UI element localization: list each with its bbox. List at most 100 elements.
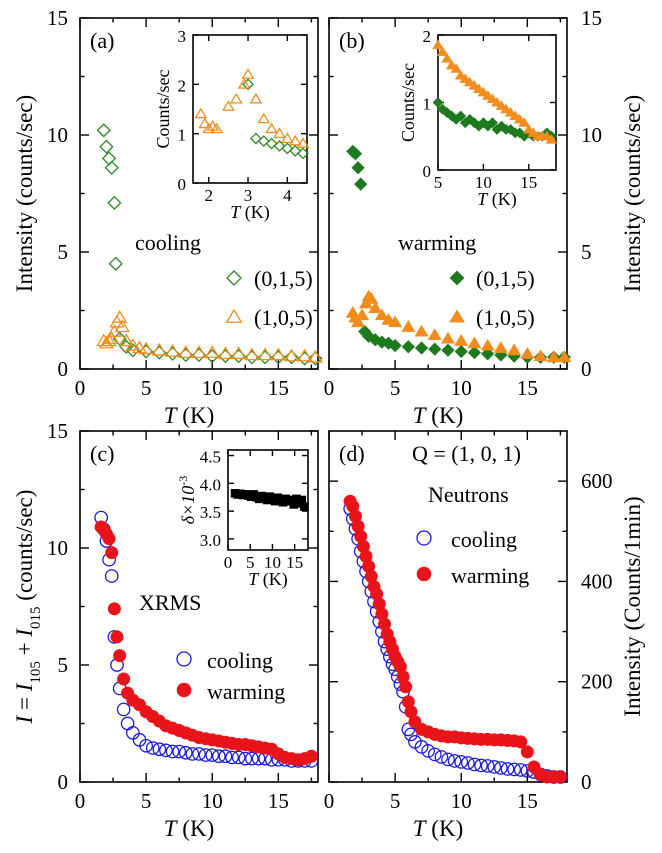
panel-b-xtick-label: 15 bbox=[517, 376, 538, 400]
panel-b-series-1 bbox=[345, 289, 572, 363]
inset-a-ytick-label: 0 bbox=[178, 175, 187, 194]
panel-c-point bbox=[152, 742, 167, 757]
panel-b-ytick-label: 5 bbox=[581, 240, 592, 264]
inset-a-point bbox=[257, 112, 271, 124]
panel-c-point bbox=[113, 649, 127, 663]
y-axis-label: Intensity (counts/sec) bbox=[12, 95, 37, 292]
panel-b-ytick-label: 10 bbox=[581, 123, 602, 147]
panel-d-point bbox=[474, 758, 488, 773]
panel-a-point bbox=[99, 139, 114, 154]
panel-c-point bbox=[116, 702, 131, 717]
panel-d-xtick-label: 5 bbox=[390, 789, 401, 813]
panel-a-point bbox=[231, 346, 247, 360]
legend-title: cooling bbox=[135, 230, 201, 255]
inset-a-point bbox=[257, 135, 270, 147]
inset-a-point bbox=[297, 147, 309, 160]
panel-b-point bbox=[368, 333, 382, 347]
inset-b-point bbox=[441, 107, 453, 119]
inset-a-series-0 bbox=[242, 78, 309, 160]
panel-b-xtick-label: 0 bbox=[324, 376, 335, 400]
panel-b-point bbox=[362, 329, 376, 343]
panel-a-ytick-label: 15 bbox=[47, 6, 68, 30]
inset-c-ytick-label: 4.0 bbox=[200, 475, 221, 494]
inset-b-ytick-label: 2 bbox=[423, 27, 432, 46]
legend: Q = (1, 0, 1) Neutrons cooling warming bbox=[412, 441, 529, 588]
panel-d-point bbox=[427, 747, 442, 762]
panel-a-point bbox=[257, 347, 273, 361]
panel-a-point bbox=[104, 160, 119, 175]
inset-c-xtick-label: 5 bbox=[246, 553, 255, 572]
inset-c-xtick-label: 0 bbox=[224, 553, 233, 572]
panel-c-point bbox=[245, 751, 259, 766]
panel-a-point bbox=[231, 349, 246, 364]
legend-label: warming bbox=[451, 563, 529, 588]
panel-a-ytick-label: 5 bbox=[58, 240, 69, 264]
panel-d-point bbox=[553, 770, 567, 784]
panel-b-point bbox=[533, 349, 548, 362]
panel-c-point bbox=[178, 745, 193, 760]
panel-a-point bbox=[106, 324, 123, 337]
panel-c-series-1 bbox=[94, 520, 318, 767]
panel-a-point bbox=[138, 341, 154, 355]
panel-b-point bbox=[480, 338, 495, 351]
panel-a-point bbox=[118, 333, 134, 347]
panel-d-ytick-label: 200 bbox=[581, 670, 613, 694]
panel-label: (d) bbox=[339, 441, 365, 466]
panel-d-point bbox=[487, 760, 502, 774]
panel-c-point bbox=[218, 749, 233, 764]
panel-c-point bbox=[117, 672, 131, 686]
panel-b-point bbox=[401, 340, 415, 354]
panel-b-point bbox=[467, 336, 482, 349]
panel-a-point bbox=[165, 346, 180, 361]
inset-c-ytick-label: 4.5 bbox=[200, 448, 221, 467]
panel-b-point bbox=[355, 308, 370, 321]
panel-c-point bbox=[211, 749, 226, 764]
inset-a-point bbox=[296, 137, 310, 148]
panel-a-xtick-label: 0 bbox=[75, 376, 86, 400]
inset-b-xtick-label: 5 bbox=[434, 173, 443, 192]
inset-x-axis-label: T (K) bbox=[248, 569, 288, 590]
inset-a-point bbox=[237, 78, 251, 89]
panel-b-ytick-label: 15 bbox=[581, 6, 602, 30]
panel-c-ytick-label: 15 bbox=[47, 419, 68, 443]
y-axis-label: Intensity (Counts/1min) bbox=[620, 496, 645, 716]
inset-b-ytick-label: 1 bbox=[423, 95, 432, 114]
inset-a-point bbox=[249, 132, 262, 145]
panel-b-point bbox=[351, 315, 366, 328]
panel-c-xtick-label: 5 bbox=[141, 789, 152, 813]
panel-c-xtick-label: 10 bbox=[202, 789, 223, 813]
panel-b-point bbox=[368, 301, 383, 314]
inset-a-series-1 bbox=[194, 68, 310, 148]
panel-c-point bbox=[159, 743, 173, 758]
x-axis-label: T (K) bbox=[164, 816, 214, 841]
inset-c-frame bbox=[227, 449, 309, 551]
panel-a-point bbox=[257, 350, 273, 365]
x-axis-label: T (K) bbox=[164, 403, 214, 428]
inset-a-point bbox=[273, 127, 286, 139]
inset-b-point bbox=[477, 117, 489, 129]
inset-a-point bbox=[288, 134, 302, 146]
panel-b-xtick-label: 5 bbox=[390, 376, 401, 400]
panel-label: (b) bbox=[339, 28, 365, 53]
panel-b-point bbox=[414, 341, 429, 355]
inset-b-point bbox=[432, 39, 444, 50]
inset-a-frame bbox=[192, 34, 308, 184]
panel-d-point bbox=[447, 754, 462, 768]
legend-marker bbox=[449, 270, 465, 286]
panel-a-point bbox=[218, 349, 233, 364]
panel-a-point bbox=[191, 347, 207, 363]
x-axis-label: T (K) bbox=[413, 816, 463, 841]
panel-d-point bbox=[507, 762, 521, 777]
panel-b-point bbox=[440, 331, 456, 344]
panel-c-point bbox=[185, 747, 200, 761]
panel-d-frame bbox=[328, 430, 568, 783]
inset-c-ytick-label: 3.0 bbox=[200, 531, 221, 550]
panel-c-ytick-label: 5 bbox=[58, 653, 69, 677]
legend-label: warming bbox=[207, 679, 285, 704]
panel-b-point bbox=[493, 341, 508, 353]
inset-a-point bbox=[265, 137, 278, 150]
legend-label: (0,1,5) bbox=[476, 266, 535, 291]
legend-title: warming bbox=[398, 230, 476, 255]
